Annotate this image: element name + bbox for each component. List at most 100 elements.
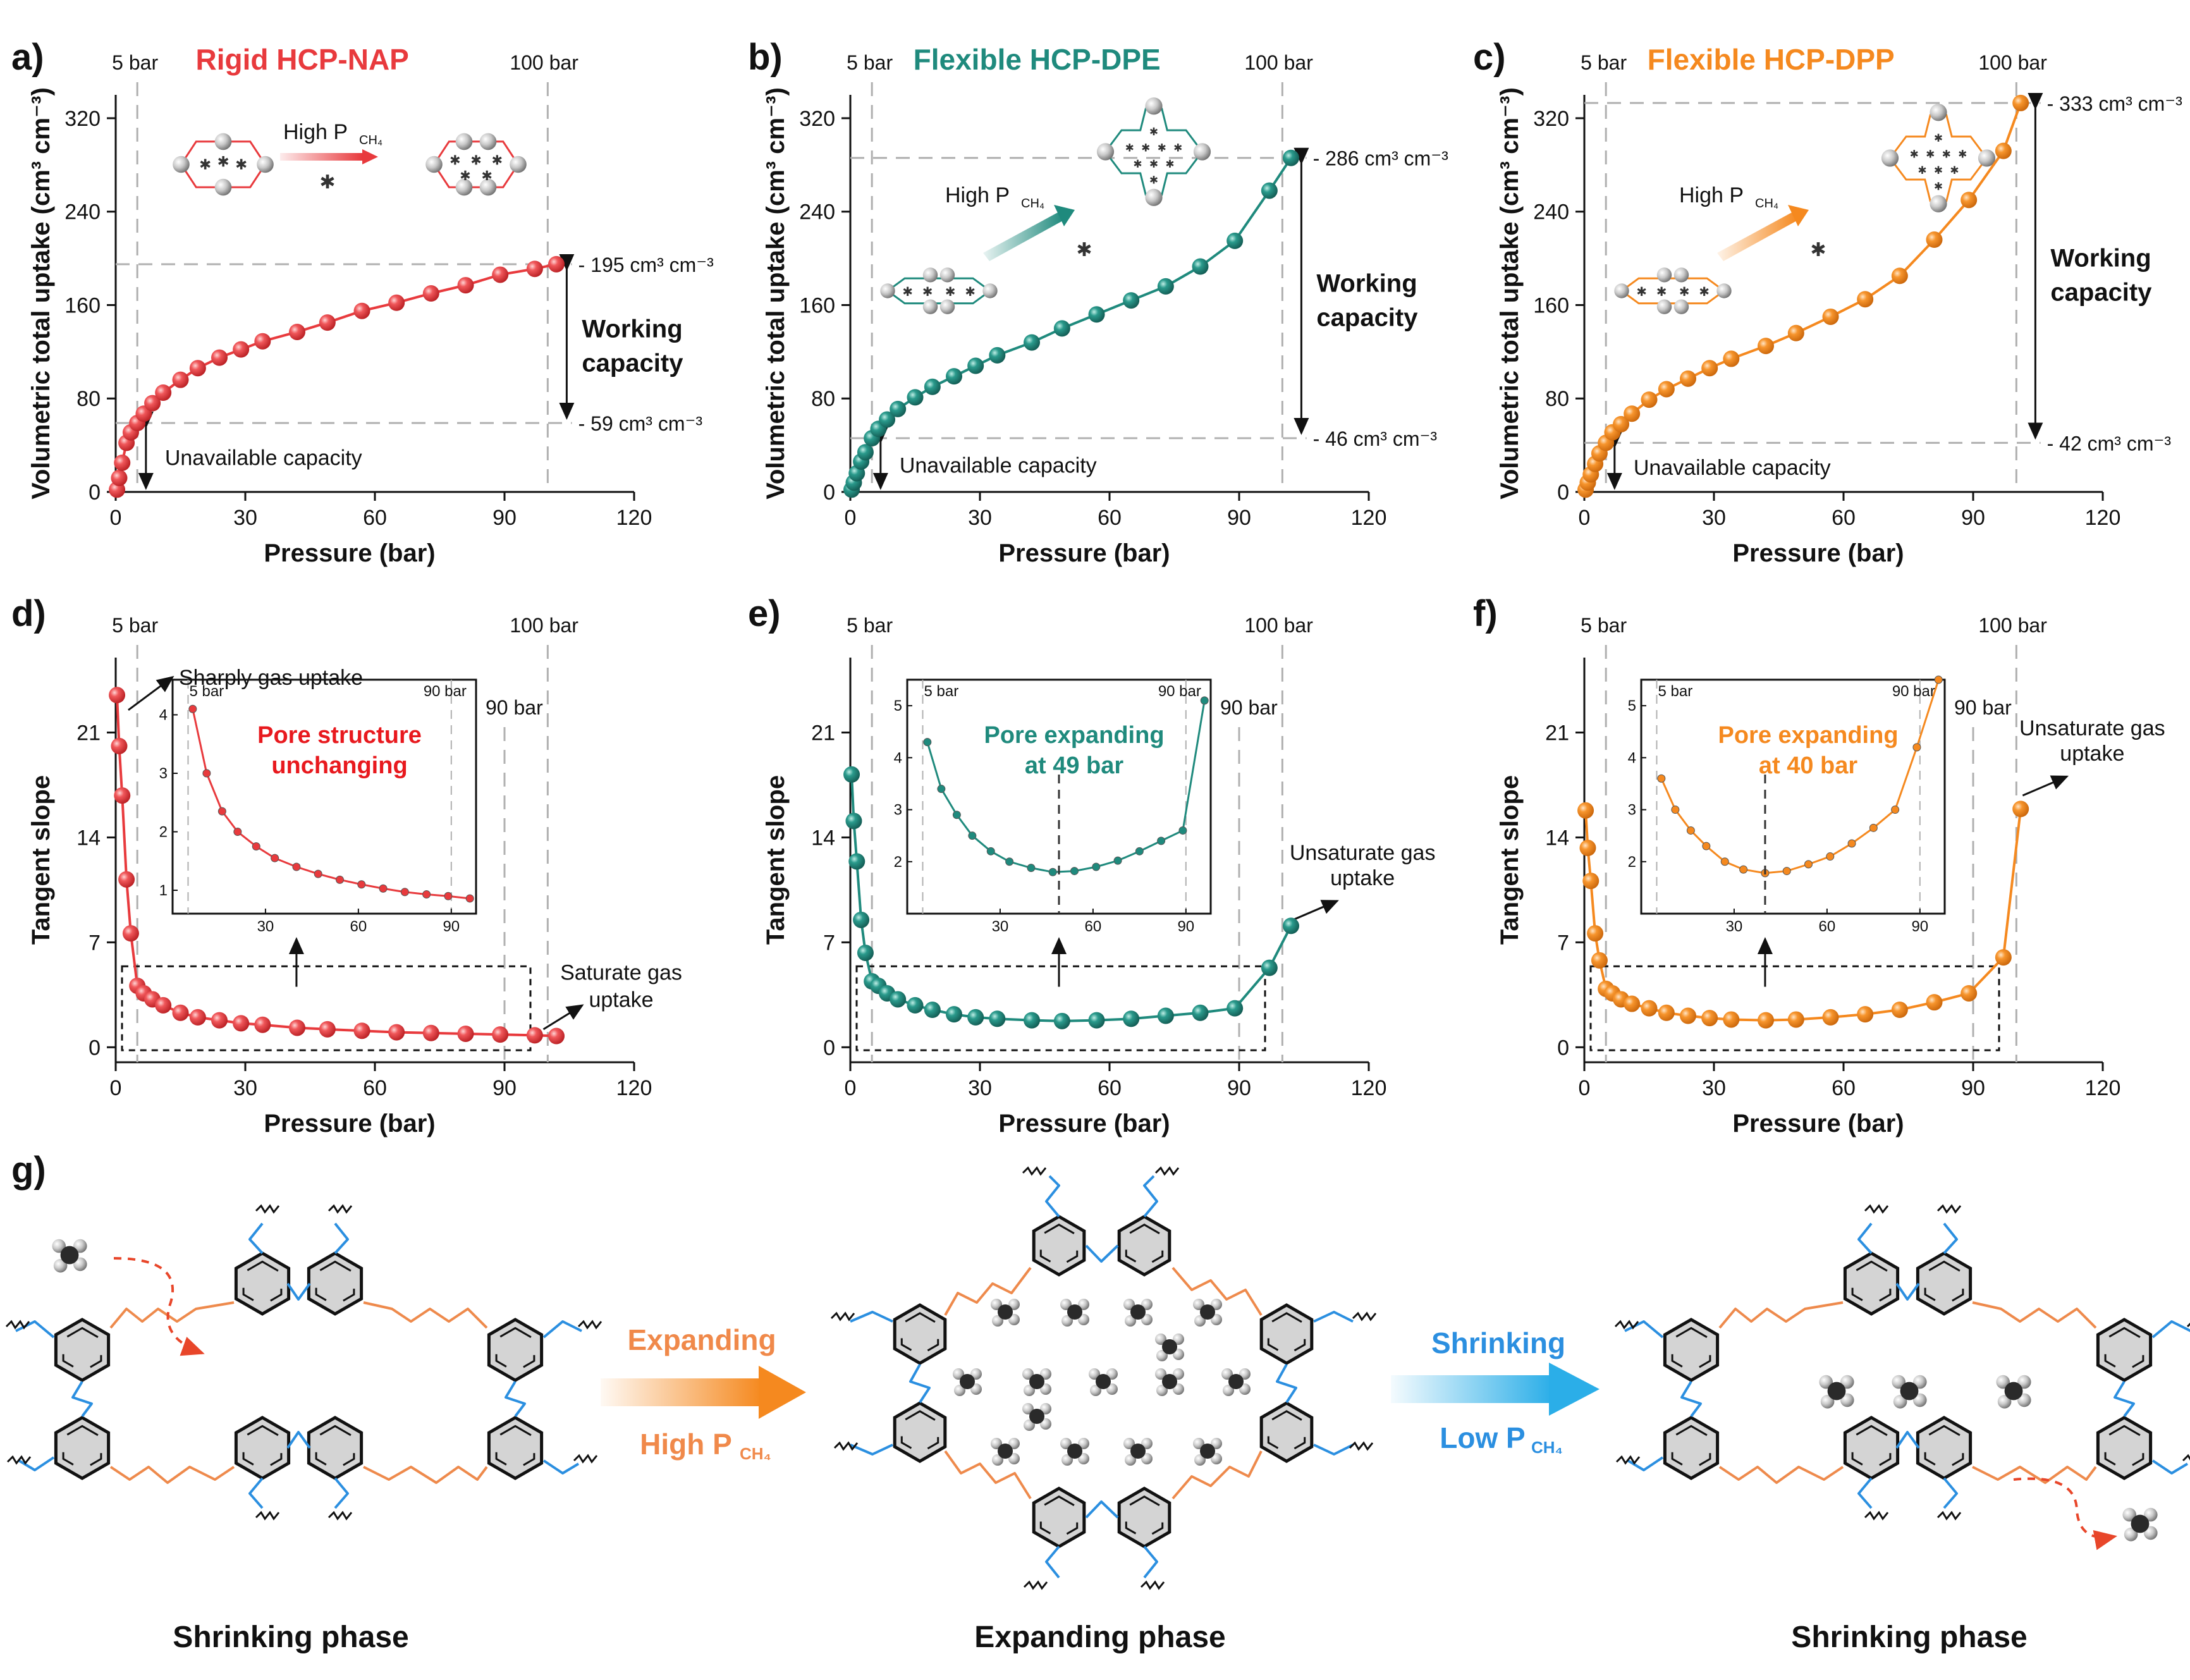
inset-y-tick-label: 5 — [1628, 697, 1636, 714]
y-axis-title: Tangent slope — [1496, 775, 1524, 945]
hydrogen-atom — [1125, 1315, 1136, 1327]
inset-data-point — [1027, 864, 1036, 873]
selection-box — [855, 965, 1266, 1052]
cage-node — [1930, 104, 1947, 121]
data-point — [1701, 360, 1718, 377]
inset-y-tick-label: 4 — [894, 749, 902, 766]
polymer-continuation-icon — [255, 1511, 280, 1521]
linker-chain — [1143, 1545, 1158, 1579]
inset-data-point — [400, 888, 409, 897]
data-point — [1995, 142, 2012, 159]
data-point — [457, 1025, 474, 1042]
data-point — [1579, 840, 1596, 857]
data-point — [1088, 306, 1105, 323]
capacity-value-label: - 46 cm³ cm⁻³ — [1313, 427, 1438, 450]
cage-node — [1673, 299, 1689, 314]
hydrogen-atom — [1060, 1299, 1072, 1310]
data-point — [1641, 1000, 1658, 1017]
methane-molecule-icon — [1123, 1299, 1153, 1327]
y-tick-label: 320 — [799, 107, 835, 131]
data-point — [111, 737, 128, 754]
inset-data-point — [233, 828, 242, 836]
x-axis-title: Pressure (bar) — [264, 1110, 435, 1137]
reference-label: 5 bar — [847, 614, 893, 637]
polymer-continuation-icon — [5, 1320, 30, 1330]
linker-chain — [1857, 1222, 1873, 1254]
selection-box — [1589, 965, 2000, 1052]
unavailable-capacity-label: Unavailable capacity — [1634, 456, 1831, 480]
benzene-ring-icon — [307, 1251, 364, 1316]
data-point — [1582, 873, 1600, 890]
hydrogen-atom — [1040, 1383, 1051, 1395]
pressure-arrow-head — [362, 149, 378, 164]
annotation-text: Unsaturate gas — [1290, 841, 1436, 865]
y-tick-label: 320 — [64, 107, 101, 131]
inset-y-tick-label: 2 — [159, 824, 168, 841]
data-point — [492, 1026, 509, 1043]
x-tick-label: 120 — [616, 1076, 652, 1100]
data-point — [1822, 1009, 1839, 1026]
selection-box — [121, 965, 532, 1052]
data-point — [843, 766, 860, 783]
inset-title: at 49 bar — [1025, 752, 1124, 779]
data-point — [353, 1022, 370, 1039]
data-point — [857, 444, 874, 461]
panel-label: c) — [1473, 37, 1506, 78]
alkyl-chain — [363, 1301, 488, 1329]
annotation-arrow — [128, 676, 174, 711]
data-point — [1961, 192, 1978, 209]
hydrogen-atom — [1090, 1385, 1101, 1396]
y-tick-label: 0 — [823, 481, 835, 505]
hydrogen-atom — [1078, 1314, 1089, 1325]
data-point — [967, 357, 984, 374]
linker-chain — [1276, 1364, 1297, 1404]
alkyl-chain — [1171, 1450, 1263, 1500]
cage-node — [425, 156, 443, 173]
linker-chain — [850, 1311, 893, 1323]
x-axis-title: Pressure (bar) — [998, 539, 1170, 567]
methane-mark: ✱ — [1656, 285, 1667, 299]
cage-node — [1978, 149, 1996, 167]
inset-data-point — [444, 892, 453, 900]
carbon-atom — [1200, 1304, 1215, 1320]
methane-mark: ✱ — [1679, 285, 1690, 299]
panel-label: b) — [748, 37, 783, 78]
polymer-continuation-icon — [1352, 1311, 1377, 1321]
data-point — [1591, 952, 1608, 969]
cage-node — [939, 267, 955, 283]
data-point — [122, 925, 139, 942]
benzene-ring-icon — [893, 1401, 947, 1463]
y-tick-label: 14 — [76, 826, 101, 850]
inset-data-point — [1782, 867, 1791, 876]
methane-molecule-icon — [1221, 1368, 1251, 1396]
y-axis-title: Volumetric total uptake (cm³ cm⁻³) — [27, 87, 55, 500]
linker-chain — [1680, 1380, 1702, 1418]
alkyl-chain — [944, 1266, 1032, 1316]
y-tick-label: 21 — [76, 721, 101, 745]
hydrogen-atom — [1061, 1315, 1073, 1327]
diffusion-arrow — [2013, 1477, 2117, 1550]
series-line — [1584, 102, 2022, 490]
data-point — [422, 1024, 439, 1041]
methane-mark: ✱ — [1149, 158, 1158, 170]
methane-mark: ✱ — [1934, 164, 1943, 176]
data-point — [1157, 1007, 1174, 1024]
chart-title: Flexible HCP-DPP — [1648, 43, 1895, 76]
data-point — [457, 277, 474, 294]
x-axis-title: Pressure (bar) — [998, 1110, 1170, 1137]
data-point — [1787, 1011, 1804, 1028]
hydrogen-atom — [73, 1239, 87, 1253]
data-point — [211, 349, 228, 366]
cage-node — [1930, 195, 1947, 212]
x-tick-label: 0 — [110, 506, 122, 530]
data-point — [1123, 292, 1140, 309]
data-point — [526, 1027, 543, 1044]
hydrogen-atom — [1008, 1299, 1020, 1310]
alkyl-chain — [1171, 1266, 1263, 1316]
polymer-continuation-icon — [1936, 1204, 1962, 1214]
reference-label: 100 bar — [1244, 51, 1313, 74]
capacity-value-label: - 195 cm³ cm⁻³ — [578, 254, 714, 276]
inset-data-point — [1200, 696, 1209, 705]
benzene-ring-icon — [487, 1416, 544, 1480]
panel-label: a) — [11, 37, 44, 78]
